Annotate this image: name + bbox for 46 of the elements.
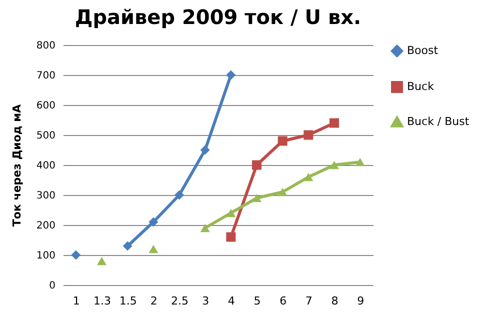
- x-tick-label: 8: [331, 294, 338, 308]
- point: [330, 118, 339, 128]
- x-tick-label: 9: [357, 294, 364, 308]
- x-tick-label: 7: [305, 294, 312, 308]
- x-tick-label: 3: [202, 294, 210, 308]
- point: [226, 70, 236, 80]
- point: [122, 241, 132, 251]
- x-tick-label: 1.5: [119, 294, 137, 308]
- point: [71, 250, 81, 260]
- y-tick-label: 100: [36, 250, 56, 262]
- point: [252, 160, 262, 170]
- y-tick-label: 400: [36, 160, 56, 172]
- point: [200, 224, 210, 232]
- chart-title: Драйвер 2009 ток / U вх.: [74, 5, 362, 29]
- point: [330, 160, 339, 170]
- x-tick-label: 2: [150, 294, 158, 308]
- legend-label: Boost: [407, 44, 439, 57]
- y-tick-label: 300: [36, 190, 56, 202]
- point: [174, 190, 184, 200]
- x-tick-label: 2.5: [171, 294, 188, 308]
- point: [200, 145, 210, 155]
- x-tick-label: 5: [254, 294, 261, 308]
- y-tick-label: 500: [36, 130, 56, 142]
- point: [97, 256, 106, 266]
- point: [226, 208, 236, 218]
- legend-label: Buck / Bust: [407, 115, 470, 128]
- legend-label: Buck: [407, 80, 435, 93]
- y-axis-title: Ток через Диод мА: [10, 104, 24, 227]
- point: [252, 194, 262, 202]
- point: [148, 244, 158, 254]
- y-tick-label: 200: [36, 220, 56, 232]
- y-tick-label: 0: [49, 280, 56, 292]
- point: [304, 172, 314, 182]
- x-tick-label: 1: [72, 294, 80, 308]
- y-tick-label: 600: [36, 100, 56, 112]
- y-tick-label: 800: [36, 40, 56, 52]
- point: [304, 130, 314, 140]
- point: [355, 158, 365, 166]
- x-tick-label: 4: [228, 294, 235, 308]
- point: [278, 188, 288, 196]
- point: [226, 232, 236, 242]
- point: [278, 136, 288, 146]
- x-tick-label: 1.3: [94, 294, 111, 308]
- x-tick-label: 6: [280, 294, 287, 308]
- point: [148, 217, 158, 227]
- y-tick-label: 700: [36, 70, 56, 82]
